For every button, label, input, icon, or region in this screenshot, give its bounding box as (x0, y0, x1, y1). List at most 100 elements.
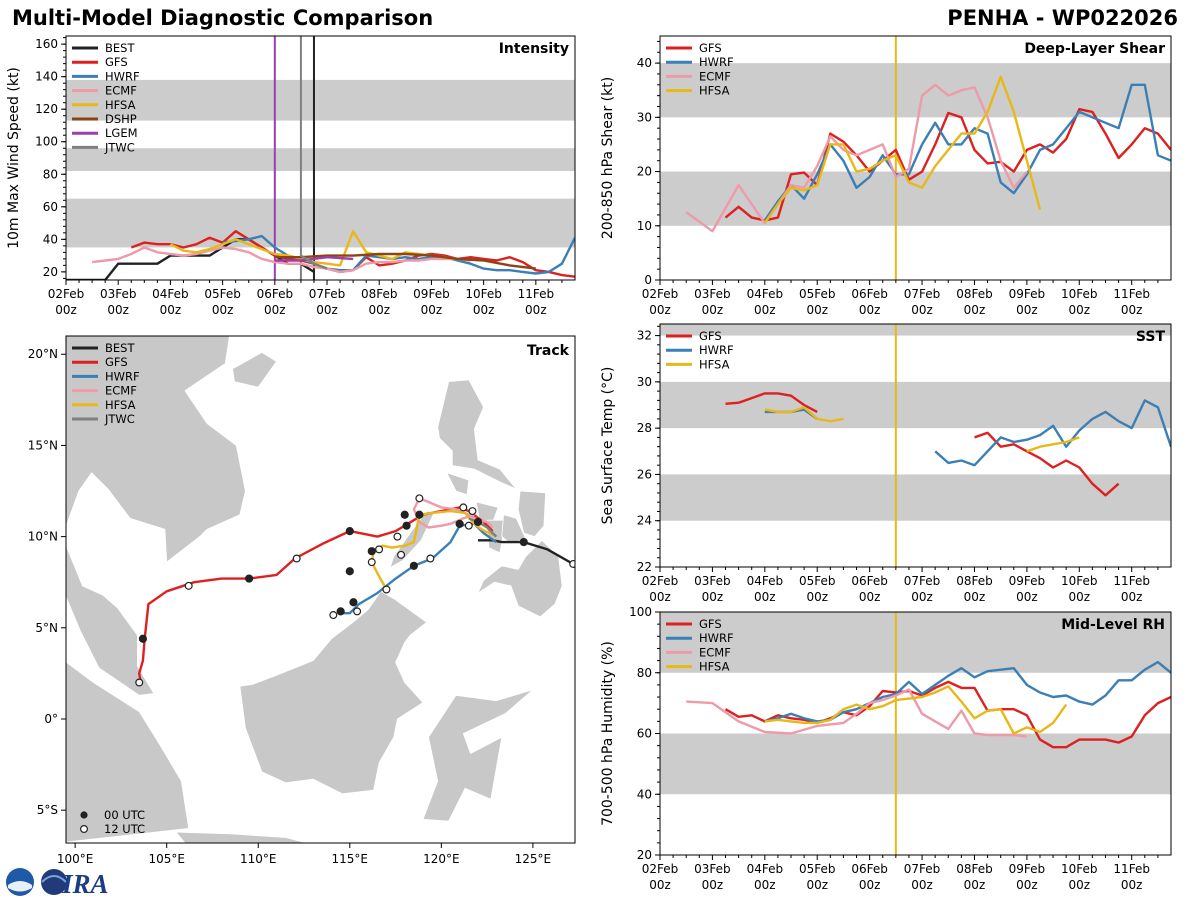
x-tick-label: 00z (911, 878, 933, 892)
legend-label: ECMF (699, 69, 731, 83)
x-tick-label: 08Feb (956, 287, 993, 301)
x-tick-label: 04Feb (747, 862, 784, 876)
map-area (66, 336, 575, 843)
legend-label: HWRF (699, 55, 734, 69)
marker-00utc (455, 519, 464, 528)
y-tick-label: 30 (637, 375, 652, 389)
x-tick-label: 00z (55, 303, 77, 317)
x-tick-label: 00z (859, 878, 881, 892)
y-tick-label: 120 (35, 102, 58, 116)
land-samar-leyte (517, 490, 547, 538)
x-tick-label: 00z (754, 303, 776, 317)
x-tick-label: 06Feb (851, 287, 888, 301)
x-tick-label: 02Feb (642, 287, 679, 301)
legend-label: GFS (699, 329, 722, 343)
x-tick-label: 00z (649, 590, 671, 604)
x-tick-label: 00z (964, 878, 986, 892)
legend-label: HFSA (105, 398, 136, 412)
shade-band (66, 198, 575, 248)
x-tick-label: 11Feb (1113, 862, 1150, 876)
y-tick-label: 30 (637, 110, 652, 124)
land-mainland-se-asia (66, 336, 246, 696)
x-tick-label: 00z (702, 590, 724, 604)
shade-band (660, 612, 1171, 673)
shade-band (66, 148, 575, 172)
y-axis-label: Sea Surface Temp (°C) (600, 367, 616, 525)
x-tick-label: 00z (107, 303, 129, 317)
x-tick-label: 00z (1068, 590, 1090, 604)
legend-label: GFS (699, 617, 722, 631)
x-tick-label: 00z (911, 590, 933, 604)
marker-12utc (393, 532, 402, 541)
land-hainan (232, 351, 278, 388)
y-tick-label: 24 (637, 514, 652, 528)
axes-frame (659, 323, 1172, 568)
y-axis-label: 200-850 hPa Shear (kt) (600, 77, 616, 239)
y-tick-label: 28 (637, 421, 652, 435)
panel-title: Intensity (499, 41, 569, 57)
marker-12utc (329, 611, 338, 620)
x-tick-label: 00z (754, 878, 776, 892)
marker-12utc (464, 521, 473, 530)
marker-00utc (519, 537, 528, 547)
marker-00utc (415, 510, 424, 519)
x-tick-label: 11Feb (518, 287, 555, 301)
marker-00utc (345, 567, 354, 576)
x-tick-label: 00z (1016, 878, 1038, 892)
legend-label: BEST (105, 341, 135, 355)
x-tick-label: 00z (1068, 303, 1090, 317)
x-tick-label: 00z (421, 303, 443, 317)
land-sulawesi (422, 689, 534, 822)
x-tick-label: 00z (964, 590, 986, 604)
x-tick-label: 04Feb (152, 287, 189, 301)
x-tick-label: 00z (754, 590, 776, 604)
series-line-hfsa (764, 406, 844, 423)
series-line-hwrf (763, 83, 1171, 222)
x-tick-label: 10Feb (1061, 862, 1098, 876)
legend-label: BEST (105, 41, 135, 55)
x-tick-label: 120°E (423, 852, 460, 866)
x-tick-label: 04Feb (747, 287, 784, 301)
marker-12utc (367, 558, 376, 567)
y-tick-label: 80 (637, 666, 652, 680)
x-tick-label: 05Feb (799, 862, 836, 876)
series-line-hfsa (1026, 436, 1080, 453)
x-tick-label: 00z (806, 590, 828, 604)
x-tick-label: 07Feb (309, 287, 346, 301)
y-tick-label: 5°S (37, 803, 58, 817)
x-tick-label: 00z (368, 303, 390, 317)
y-tick-label: 160 (35, 37, 58, 51)
plot-area (660, 324, 1171, 567)
series-line-ecmf (91, 246, 471, 274)
panel-intensity: 20 40 60 80 100 120 140 160 02Feb 00z 03Feb 00z 04Fe… (6, 35, 576, 317)
y-tick-label: 15°N (28, 438, 58, 452)
x-tick-label: 00z (525, 303, 547, 317)
track-line-best (478, 539, 574, 566)
marker-12utc (459, 503, 468, 512)
legend-label: HWRF (699, 343, 734, 357)
series-line-hfsa (763, 75, 1042, 224)
legend-label: GFS (105, 355, 128, 369)
x-tick-label: 00z (1016, 590, 1038, 604)
plot-area (660, 612, 1171, 855)
x-tick-label: 11Feb (1113, 287, 1150, 301)
x-tick-label: 100°E (57, 852, 94, 866)
panel-title: SST (1136, 329, 1166, 345)
x-tick-label: 00z (806, 303, 828, 317)
x-tick-label: 07Feb (904, 862, 941, 876)
legend-label: LGEM (105, 126, 138, 140)
shade-band (660, 733, 1171, 795)
y-tick-label: 32 (637, 329, 652, 343)
marker-12utc (397, 550, 406, 559)
x-tick-label: 00z (473, 303, 495, 317)
panel-track: 100°E 105°E 110°E 115°E 120°E 125°E 5°S 0° 5°N 10… (28, 335, 576, 866)
y-tick-label: 20°N (28, 347, 58, 361)
legend-label: 12 UTC (104, 822, 145, 836)
x-tick-label: 11Feb (1113, 574, 1150, 588)
x-tick-label: 02Feb (642, 862, 679, 876)
cira-logo: IRA (6, 868, 109, 898)
y-tick-label: 10 (637, 219, 652, 233)
legend-label: HFSA (699, 357, 730, 371)
x-tick-label: 08Feb (956, 574, 993, 588)
shade-band (660, 63, 1171, 118)
